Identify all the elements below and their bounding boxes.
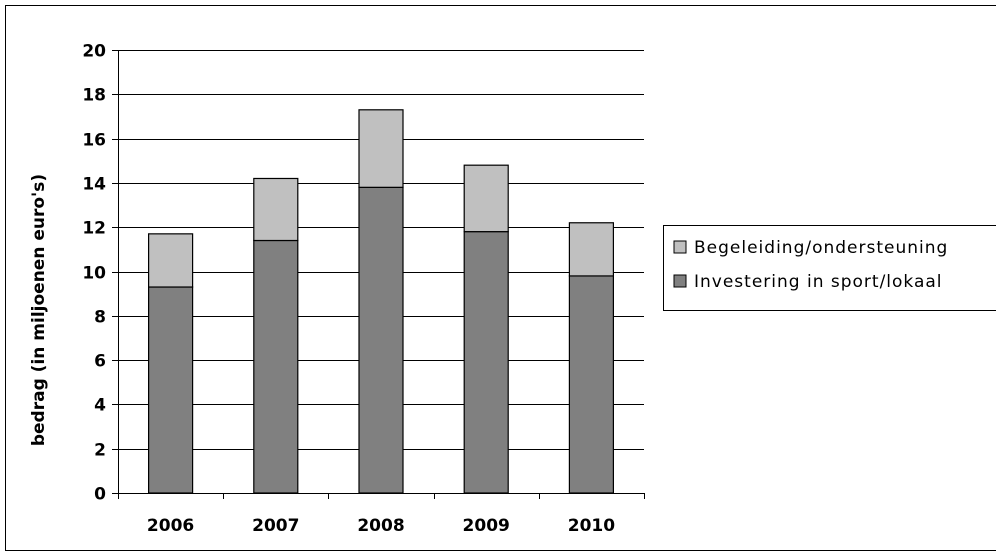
bar-2008-begeleiding xyxy=(358,109,404,188)
y-axis-title: bedrag (in miljoenen euro's) xyxy=(29,174,49,446)
y-tick-label: 10 xyxy=(82,264,106,284)
y-tick-label: 6 xyxy=(94,352,106,372)
bars xyxy=(148,109,615,494)
bar-2010-investering-in-sport xyxy=(568,275,615,494)
legend-label: Investering in sport/lokaal xyxy=(694,272,943,292)
y-tick-label: 20 xyxy=(82,42,106,62)
x-tick-label: 2009 xyxy=(463,516,510,536)
x-tick-label: 2006 xyxy=(147,516,194,536)
y-tick-label: 12 xyxy=(82,219,106,239)
axes: 0 2 4 6 8 10 12 14 16 18 20 2006 2007 2008 2009 2010 xyxy=(82,42,645,536)
bar-2009-investering-in-sport xyxy=(463,231,509,494)
x-tick-label: 2010 xyxy=(568,516,615,536)
bar-2009-begeleiding xyxy=(463,164,509,233)
y-tick-label: 16 xyxy=(82,131,106,151)
y-tick-label: 0 xyxy=(94,485,106,505)
x-tick-label: 2008 xyxy=(357,516,404,536)
legend-box xyxy=(663,225,996,311)
bar-2006-begeleiding xyxy=(148,233,194,288)
legend-swatch xyxy=(673,240,687,254)
legend-swatch xyxy=(673,274,687,288)
y-tick-label: 4 xyxy=(94,396,106,416)
bar-2010-begeleiding xyxy=(568,222,615,277)
bar-2006-investering-in-sport xyxy=(148,286,194,494)
y-tick-label: 14 xyxy=(82,175,106,195)
bar-2007-begeleiding xyxy=(253,177,299,242)
y-tick-label: 2 xyxy=(94,441,106,461)
bar-2007-investering-in-sport xyxy=(253,239,299,494)
legend-label: Begeleiding/ondersteuning xyxy=(694,238,948,258)
x-tick-label: 2007 xyxy=(252,516,299,536)
y-tick-label: 8 xyxy=(94,308,106,328)
bar-2008-investering-in-sport xyxy=(358,186,404,494)
y-tick-label: 18 xyxy=(82,86,106,106)
legend: Begeleiding/ondersteuning Investering in … xyxy=(663,225,996,311)
